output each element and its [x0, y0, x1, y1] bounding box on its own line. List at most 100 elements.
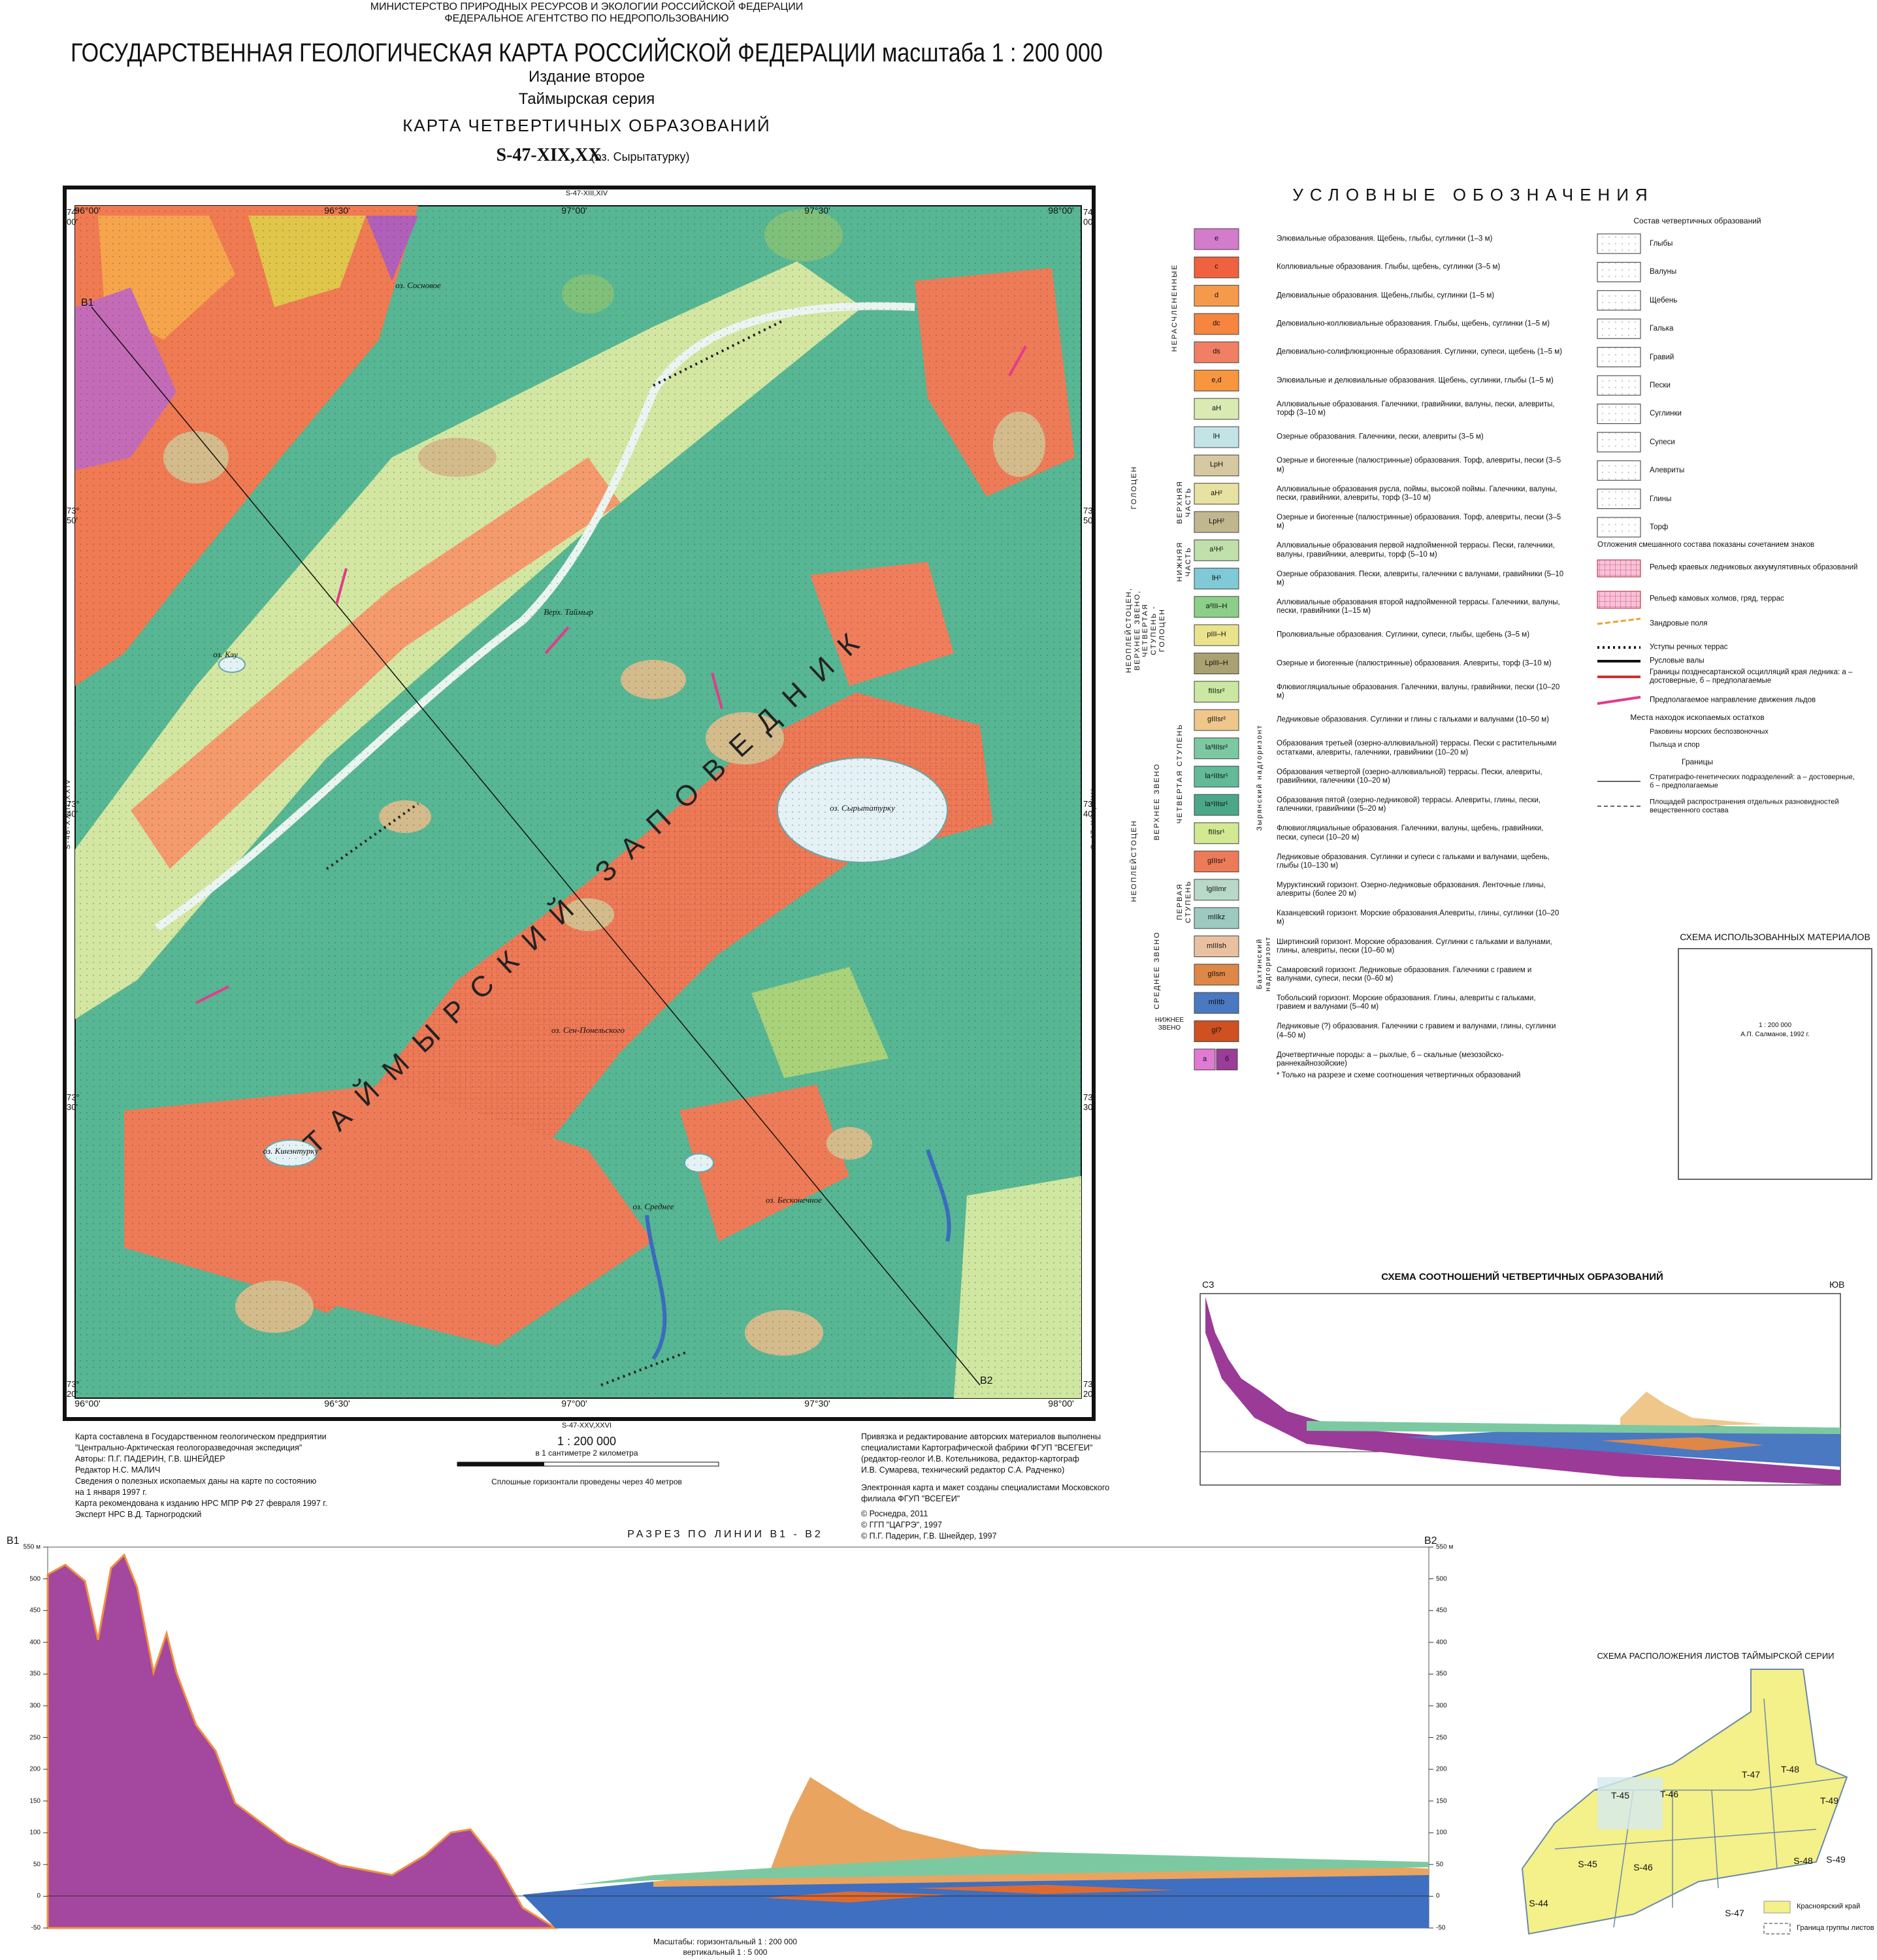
symbols-subtitle: Места находок ископаемых остатков	[1630, 713, 1765, 722]
legend-code: a¹H¹	[1209, 546, 1224, 554]
legend-text: Ледниковые (?) образования. Галечники с …	[1277, 1022, 1556, 1039]
legend-swatch	[1194, 256, 1239, 278]
y-tick-label: 450	[1436, 1607, 1447, 1614]
series: Таймырская серия	[518, 90, 655, 108]
y-tick-label: 200	[29, 1765, 41, 1773]
legend-code: ds	[1213, 348, 1220, 356]
place-label: оз. Сосновое	[395, 280, 441, 290]
y-tick-label: -50	[31, 1924, 41, 1932]
composition-label: Супеси	[1650, 438, 1675, 446]
legend-text: Элювиальные образования. Щебень, глыбы, …	[1277, 235, 1493, 243]
sheet-label: S-48	[1793, 1855, 1813, 1866]
legend-swatch	[1194, 426, 1239, 448]
neighbor-sheet: S-47-XXI,XXII	[1090, 787, 1098, 849]
composition-note: Отложения смешанного состава показаны со…	[1597, 541, 1814, 549]
geologic-map	[63, 186, 1096, 1421]
legend-text: Озерные образования. Галечники, пески, а…	[1277, 433, 1484, 441]
credit-line: © ГГП "ЦАГРЭ", 1997	[861, 1520, 942, 1529]
legend-group: НИЖНЕЕ ЗВЕНО	[1154, 1017, 1184, 1032]
latitude-label: 73° 30'	[67, 1092, 80, 1112]
credit-line: (редактор-геолог И.В. Котельникова, реда…	[861, 1454, 1079, 1463]
sheet-label: S-49	[1826, 1854, 1846, 1865]
credit-line: специалистами Картографической фабрики Ф…	[861, 1443, 1093, 1452]
symbol-label: Предполагаемое направление движения льдо…	[1650, 696, 1816, 704]
legend-swatch	[1194, 1020, 1239, 1042]
y-tick-label: 150	[1436, 1797, 1447, 1805]
map-title: КАРТА ЧЕТВЕРТИЧНЫХ ОБРАЗОВАНИЙ	[402, 116, 771, 135]
correlation-left: СЗ	[1202, 1279, 1215, 1290]
y-tick-label: 450	[29, 1607, 41, 1614]
legend-swatch	[1194, 228, 1239, 250]
legend-swatch	[1194, 370, 1239, 391]
y-tick-label: 50	[33, 1861, 41, 1869]
legend-swatch	[1194, 285, 1239, 307]
y-tick-label: 0	[1436, 1892, 1440, 1900]
composition-label: Торф	[1650, 523, 1669, 531]
y-tick-label: 350	[29, 1670, 41, 1678]
y-tick-label: 200	[1436, 1765, 1447, 1773]
legend-code: б	[1224, 1054, 1230, 1063]
legend-text: Образования третьей (озерно-аллювиальной…	[1277, 740, 1557, 757]
legend-text: Пролювиальные образования. Суглинки, суп…	[1277, 630, 1530, 639]
sheet-label: T-48	[1780, 1764, 1800, 1774]
legend-code: e	[1214, 235, 1219, 242]
legend-swatch	[1194, 653, 1239, 674]
section-end: B1	[81, 297, 94, 308]
legend-text: Делювиально-коллювиальные образования. Г…	[1277, 319, 1550, 328]
y-tick-label: 100	[29, 1829, 41, 1837]
legend-code: la⁴IIIsr¹	[1205, 772, 1228, 780]
legend-code: la⁵IIIsr¹	[1205, 800, 1228, 808]
section-end: B2	[980, 1375, 993, 1386]
place-label: оз. Бесконечное	[766, 1195, 822, 1205]
legend-text: Аллювиальные образования первой надпойме…	[1277, 542, 1555, 559]
legend-swatch	[1194, 907, 1239, 929]
symbol-label: Площадей распространения отдельных разно…	[1650, 798, 1839, 814]
y-tick-label: 50	[1436, 1861, 1444, 1869]
credit-line: Электронная карта и макет созданы специа…	[861, 1483, 1110, 1492]
section-profile	[46, 1546, 1429, 1929]
legend-swatch	[1194, 964, 1239, 986]
legend-text: Делювиально-солифлюкционные образования.…	[1277, 348, 1562, 356]
latitude-label: 73° 30'	[1083, 1092, 1096, 1112]
legend-swatch	[1194, 992, 1239, 1014]
legend-text: Элювиальные и делювиальные образования. …	[1277, 376, 1554, 384]
legend-footnote: * Только на разрезе и схеме соотношения …	[1277, 1071, 1521, 1079]
symbol-line	[1597, 617, 1641, 625]
legend-text: Флювиогляциальные образования. Галечники…	[1277, 683, 1560, 700]
legend-code: gIIsm	[1207, 970, 1226, 978]
place-label: Верх. Таймыр	[544, 607, 593, 617]
legend-group: Бахтинский надгоризонт	[1256, 936, 1272, 992]
legend-group: СРЕДНЕЕ ЗВЕНО	[1153, 931, 1161, 1009]
correlation-title: СХЕМА СООТНОШЕНИЙ ЧЕТВЕРТИЧНЫХ ОБРАЗОВАН…	[1381, 1271, 1663, 1282]
legend-code: mIIIsh	[1207, 941, 1226, 950]
legend-text: Аллювиальные образования второй надпойме…	[1277, 598, 1560, 615]
legend-text: Аллювиальные образования русла, поймы, в…	[1277, 485, 1558, 502]
sheet-label: T-49	[1820, 1795, 1839, 1806]
y-tick-label: 250	[29, 1733, 41, 1741]
symbol-label: Стратиграфо-генетических подразделений: …	[1650, 773, 1855, 789]
symbol-label: Зандровые поля	[1650, 619, 1708, 628]
section-end: B2	[1424, 1535, 1437, 1546]
composition-label: Глины	[1650, 495, 1672, 503]
symbol-label: Раковины морских беспозвоночных	[1650, 728, 1769, 736]
longitude-label: 96°00'	[74, 1398, 101, 1409]
legend-swatch	[1194, 681, 1239, 703]
symbol-label: Границы позднесартанской осцилляций края…	[1650, 668, 1853, 685]
legend-swatch	[1194, 709, 1239, 731]
place-label: оз. Кэу	[213, 649, 238, 659]
legend-group: Зырянский надгоризонт	[1256, 724, 1264, 831]
sheet-label: S-46	[1633, 1862, 1653, 1872]
sheets-scheme-drawing	[1521, 1669, 1848, 1935]
section-end: B1	[7, 1535, 20, 1546]
main-title: ГОСУДАРСТВЕННАЯ ГЕОЛОГИЧЕСКАЯ КАРТА РОСС…	[71, 39, 1103, 67]
composition-label: Суглинки	[1650, 410, 1682, 418]
legend-text: Озерные и биогенные (палюстринные) образ…	[1277, 457, 1561, 474]
credit-line: филиала ФГУП "ВСЕГЕИ"	[861, 1494, 960, 1503]
legend-swatch	[1194, 851, 1239, 873]
legend-code: pIII–H	[1207, 630, 1226, 639]
y-tick-label: 400	[1436, 1639, 1447, 1646]
legend-text: Муруктинский горизонт. Озерно-ледниковые…	[1277, 881, 1546, 898]
legend-code: mIIkz	[1207, 913, 1226, 922]
legend-swatch	[1194, 483, 1239, 505]
